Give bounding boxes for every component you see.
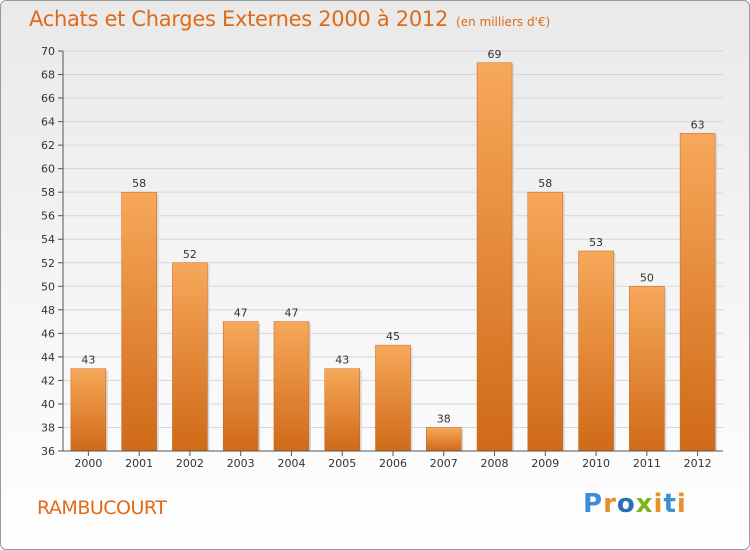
y-tick-label: 50 <box>41 280 55 293</box>
bar-2012[interactable] <box>679 133 716 452</box>
data-label: 69 <box>488 48 502 61</box>
chart-title: Achats et Charges Externes 2000 à 2012 (e… <box>29 7 550 31</box>
bar-2006[interactable] <box>375 344 411 452</box>
chart-subtitle: (en milliers d'€) <box>456 15 551 29</box>
bar-2004[interactable] <box>273 321 310 452</box>
commune-name: RAMBUCOURT <box>37 497 167 519</box>
logo-letter: i <box>653 489 664 519</box>
data-label: 47 <box>284 307 298 320</box>
bar-2011[interactable] <box>629 286 665 452</box>
bar-2001[interactable] <box>121 191 157 452</box>
x-tick-label: 2004 <box>277 457 305 470</box>
y-tick-label: 56 <box>41 210 55 223</box>
x-tick-label: 2008 <box>481 457 509 470</box>
bars <box>70 62 718 452</box>
x-tick-label: 2003 <box>227 457 255 470</box>
data-label: 53 <box>589 236 603 249</box>
bar-2000[interactable] <box>70 368 107 452</box>
data-label: 58 <box>132 177 146 190</box>
x-tick-label: 2012 <box>684 457 712 470</box>
y-tick-label: 58 <box>41 186 55 199</box>
y-tick-label: 68 <box>41 69 55 82</box>
bar-2003[interactable] <box>222 321 259 452</box>
x-tick-label: 2002 <box>176 457 204 470</box>
x-tick-label: 2009 <box>531 457 559 470</box>
logo-letter: o <box>616 489 636 519</box>
y-tick-label: 62 <box>41 139 55 152</box>
y-tick-label: 54 <box>41 233 55 246</box>
data-label: 58 <box>538 177 552 190</box>
y-tick-label: 52 <box>41 257 55 270</box>
y-tick-label: 48 <box>41 304 55 317</box>
x-tick-label: 2007 <box>430 457 458 470</box>
logo-letter: P <box>583 489 604 519</box>
bar-2002[interactable] <box>172 262 208 452</box>
data-label: 47 <box>234 307 248 320</box>
x-tick-label: 2001 <box>125 457 153 470</box>
data-label: 43 <box>81 354 95 367</box>
data-label: 52 <box>183 248 197 261</box>
y-tick-label: 42 <box>41 374 55 387</box>
x-tick-label: 2011 <box>633 457 661 470</box>
bar-2005[interactable] <box>324 368 360 452</box>
logo-letter: x <box>635 489 654 519</box>
y-tick-label: 44 <box>41 351 55 364</box>
chart-title-text: Achats et Charges Externes 2000 à 2012 <box>29 7 449 31</box>
bar-2008[interactable] <box>476 62 513 452</box>
data-label: 50 <box>640 271 654 284</box>
y-tick-label: 60 <box>41 163 55 176</box>
y-tick-label: 46 <box>41 327 55 340</box>
data-label: 63 <box>691 118 705 131</box>
data-label: 43 <box>335 354 349 367</box>
logo-letter: r <box>603 489 617 519</box>
x-tick-label: 2000 <box>74 457 102 470</box>
axes <box>58 50 723 456</box>
logo-letter: t <box>663 489 677 519</box>
logo-letter: i <box>676 489 687 519</box>
y-tick-label: 64 <box>41 116 55 129</box>
y-tick-label: 66 <box>41 92 55 105</box>
labels: 36 38 40 42 44 46 48 50 52 54 56 58 60 62 64 66 68 70 43 20… <box>41 45 712 470</box>
data-label: 38 <box>437 412 451 425</box>
x-tick-label: 2006 <box>379 457 407 470</box>
y-tick-label: 40 <box>41 398 55 411</box>
proxiti-logo[interactable]: Proxiti <box>583 489 687 519</box>
x-tick-label: 2010 <box>582 457 610 470</box>
data-label: 45 <box>386 330 400 343</box>
bar-2009[interactable] <box>527 191 564 452</box>
y-tick-label: 70 <box>41 45 55 58</box>
bar-2007[interactable] <box>426 427 462 452</box>
bar-2010[interactable] <box>578 250 614 452</box>
y-tick-label: 36 <box>41 445 55 458</box>
x-tick-label: 2005 <box>328 457 356 470</box>
y-tick-label: 38 <box>41 421 55 434</box>
